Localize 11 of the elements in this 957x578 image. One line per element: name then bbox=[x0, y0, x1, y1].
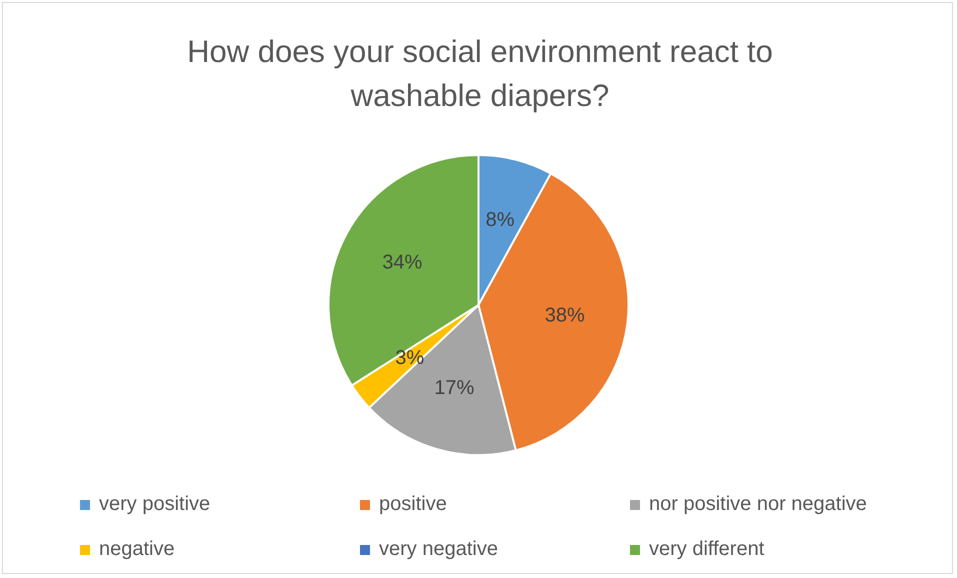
data-label: 8% bbox=[486, 209, 515, 232]
data-label: 38% bbox=[544, 304, 586, 326]
legend-label: very negative bbox=[379, 538, 498, 561]
legend-label: negative bbox=[99, 538, 175, 561]
data-label: 17% bbox=[434, 377, 474, 400]
legend-label: nor positive nor negative bbox=[649, 493, 867, 516]
data-label: 34% bbox=[382, 252, 422, 274]
legend-label: very positive bbox=[99, 493, 210, 516]
legend-label: very different bbox=[649, 538, 764, 561]
legend-label: positive bbox=[379, 493, 447, 516]
chart-title: How does your social environment react to washable diapers? bbox=[186, 33, 774, 115]
